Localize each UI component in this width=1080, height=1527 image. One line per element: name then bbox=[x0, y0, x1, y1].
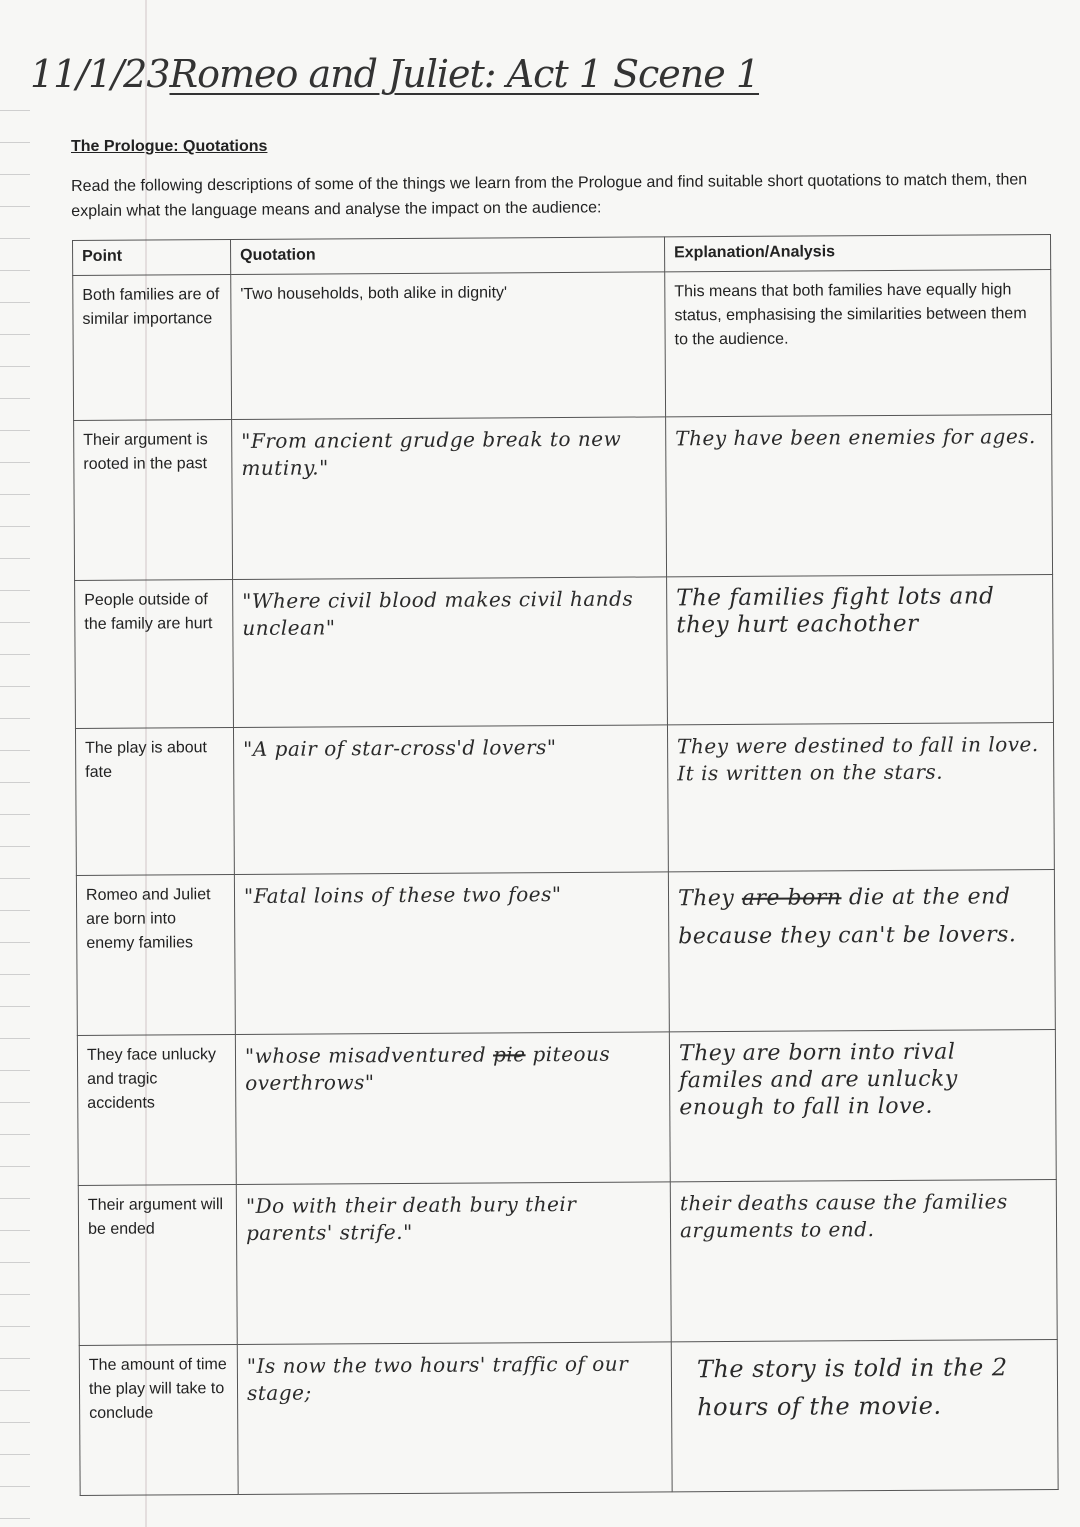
ruled-line bbox=[0, 206, 30, 207]
section-heading: The Prologue: Quotations bbox=[71, 138, 268, 155]
point-cell: Their argument will be ended bbox=[78, 1184, 238, 1346]
struck-text: pie bbox=[492, 1042, 526, 1067]
title-date: 11/1/23 bbox=[30, 52, 170, 96]
ruled-line bbox=[0, 718, 30, 719]
ruled-line bbox=[0, 1486, 30, 1487]
ruled-line bbox=[0, 846, 30, 847]
ruled-line bbox=[0, 878, 30, 879]
header-point: Point bbox=[72, 239, 231, 276]
point-cell: Both families are of similar importance bbox=[72, 274, 232, 421]
ruled-line bbox=[0, 558, 30, 559]
ruled-line bbox=[0, 1166, 30, 1167]
ruled-line bbox=[0, 782, 30, 783]
point-cell: Their argument is rooted in the past bbox=[73, 419, 233, 581]
quote-cell: "From ancient grudge break to new mutiny… bbox=[231, 416, 667, 580]
table-row: Romeo and Juliet are born into enemy fam… bbox=[76, 869, 1056, 1036]
quote-cell: "whose misadventured pie piteous overthr… bbox=[235, 1031, 671, 1185]
explanation-cell: They have been enemies for ages. bbox=[665, 414, 1053, 577]
ruled-line bbox=[0, 430, 30, 431]
ruled-line bbox=[0, 622, 30, 623]
ruled-line bbox=[0, 1326, 30, 1327]
table-row: People outside of the family are hurt "W… bbox=[74, 574, 1054, 729]
margin-line bbox=[145, 0, 147, 1527]
table-row: The play is about fate "A pair of star-c… bbox=[75, 722, 1055, 876]
ruled-line bbox=[0, 366, 30, 367]
ruled-line bbox=[0, 1294, 30, 1295]
table-row: They face unlucky and tragic accidents "… bbox=[77, 1029, 1057, 1186]
ruled-line bbox=[0, 302, 30, 303]
ruled-line bbox=[0, 814, 30, 815]
title-text: Romeo and Juliet: Act 1 Scene 1 bbox=[169, 52, 761, 96]
quote-cell: "Do with their death bury their parents'… bbox=[236, 1181, 672, 1345]
ruled-line bbox=[0, 494, 30, 495]
ruled-line bbox=[0, 462, 30, 463]
table-row: Their argument will be ended "Do with th… bbox=[78, 1179, 1058, 1346]
ruled-line bbox=[0, 1518, 30, 1519]
ruled-line bbox=[0, 174, 30, 175]
explanation-cell: They are born into rival familes and are… bbox=[669, 1029, 1057, 1182]
ruled-line bbox=[0, 654, 30, 655]
explanation-cell: The families fight lots and they hurt ea… bbox=[666, 574, 1054, 725]
explanation-cell: The story is told in the 2 hours of the … bbox=[671, 1339, 1059, 1492]
explanation-cell: They are born die at the end because the… bbox=[668, 869, 1056, 1032]
table-row: Both families are of similar importance … bbox=[72, 269, 1052, 421]
explanation-cell: They were destined to fall in love. It i… bbox=[667, 722, 1055, 872]
point-cell: The play is about fate bbox=[75, 727, 235, 876]
ruled-line bbox=[0, 942, 30, 943]
point-cell: People outside of the family are hurt bbox=[74, 579, 234, 729]
ruled-line bbox=[0, 1102, 30, 1103]
ruled-line bbox=[0, 974, 30, 975]
point-cell: Romeo and Juliet are born into enemy fam… bbox=[76, 874, 236, 1036]
ruled-line bbox=[0, 1390, 30, 1391]
explanation-text: They bbox=[677, 885, 735, 912]
ruled-line bbox=[0, 1230, 30, 1231]
ruled-line bbox=[0, 1262, 30, 1263]
ruled-line bbox=[0, 590, 30, 591]
ruled-line bbox=[0, 110, 30, 111]
struck-text: are born bbox=[741, 885, 842, 911]
ruled-line bbox=[0, 398, 30, 399]
ruled-line bbox=[0, 270, 30, 271]
point-cell: They face unlucky and tragic accidents bbox=[77, 1034, 237, 1186]
ruled-line bbox=[0, 526, 30, 527]
ruled-line bbox=[0, 1134, 30, 1135]
explanation-cell: This means that both families have equal… bbox=[664, 269, 1052, 417]
ruled-line bbox=[0, 1038, 30, 1039]
ruled-line bbox=[0, 1358, 30, 1359]
quote-cell: 'Two households, both alike in dignity' bbox=[230, 271, 666, 420]
explanation-cell: their deaths cause the families argument… bbox=[670, 1179, 1058, 1342]
ruled-line bbox=[0, 238, 30, 239]
ruled-line bbox=[0, 910, 30, 911]
ruled-line bbox=[0, 1006, 30, 1007]
quotations-table: Point Quotation Explanation/Analysis Bot… bbox=[72, 234, 1059, 1496]
ruled-line bbox=[0, 1070, 30, 1071]
ruled-line bbox=[0, 686, 30, 687]
header-explanation: Explanation/Analysis bbox=[664, 234, 1051, 272]
ruled-line bbox=[0, 1454, 30, 1455]
quote-cell: "Is now the two hours' traffic of our st… bbox=[237, 1341, 673, 1495]
page-title: 11/1/23Romeo and Juliet: Act 1 Scene 1 bbox=[30, 52, 761, 96]
ruled-line bbox=[0, 334, 30, 335]
quote-cell: "Where civil blood makes civil hands unc… bbox=[232, 576, 668, 728]
ruled-line bbox=[0, 750, 30, 751]
point-cell: The amount of time the play will take to… bbox=[79, 1344, 239, 1496]
table-header-row: Point Quotation Explanation/Analysis bbox=[72, 234, 1051, 276]
quote-text: "whose misadventured bbox=[244, 1042, 487, 1068]
ruled-line bbox=[0, 142, 30, 143]
table-row: The amount of time the play will take to… bbox=[79, 1339, 1059, 1496]
header-quotation: Quotation bbox=[230, 236, 665, 275]
ruled-line bbox=[0, 1422, 30, 1423]
ruled-line bbox=[0, 1198, 30, 1199]
table-row: Their argument is rooted in the past "Fr… bbox=[73, 414, 1053, 581]
instructions: Read the following descriptions of some … bbox=[71, 171, 1028, 220]
quote-cell: "Fatal loins of these two foes" bbox=[234, 871, 670, 1035]
quote-cell: "A pair of star-cross'd lovers" bbox=[233, 724, 669, 875]
